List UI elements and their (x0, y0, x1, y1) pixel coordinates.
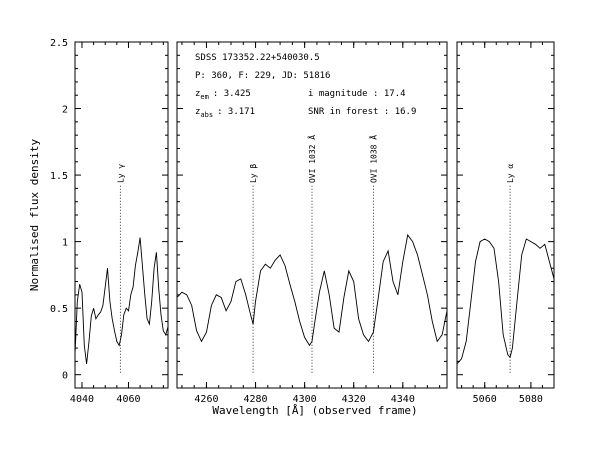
x-tick-label: 4260 (194, 394, 218, 405)
x-tick-label: 4340 (391, 394, 415, 405)
plate-info: P: 360, F: 229, JD: 51816 (195, 71, 330, 81)
y-tick-label: 2 (62, 105, 68, 116)
line-marker-label: OVI 1038 Å (367, 135, 378, 183)
y-tick-label: 1 (62, 238, 68, 249)
y-tick-label: 0.5 (50, 304, 68, 315)
axis-ticks: 0 0.5 1 1.5 2 2.5 4040 4060 4260 4280 4300 4320 4340… (50, 38, 555, 405)
spectrum-line (176, 233, 448, 347)
x-tick-label: 4060 (116, 394, 140, 405)
spectrum-line (456, 238, 555, 365)
x-tick-label: 5060 (473, 394, 497, 405)
redshift-absorption: zabs: 3.171 (195, 107, 255, 119)
snr-forest: SNR in forest : 16.9 (308, 107, 416, 117)
y-axis-title: Normalised flux density (28, 138, 41, 291)
x-axis-title: Wavelength [Å] (observed frame) (212, 404, 417, 417)
spectrum-curves (74, 233, 555, 365)
line-marker-label: Ly α (506, 164, 515, 183)
x-tick-label: 4300 (293, 394, 317, 405)
y-tick-label: 2.5 (50, 38, 68, 49)
x-tick-label: 4320 (342, 394, 366, 405)
x-tick-label: 4040 (70, 394, 94, 405)
line-marker-label: Ly γ (116, 164, 125, 183)
x-tick-label: 5080 (519, 394, 543, 405)
redshift-emission: zem: 3.425 (195, 89, 251, 101)
line-markers: Ly γ Ly β OVI 1032 Å OVI 1038 Å Ly α (116, 135, 515, 375)
y-tick-label: 1.5 (50, 171, 68, 182)
spectrum-line (74, 237, 169, 365)
y-tick-label: 0 (62, 371, 68, 382)
object-name: SDSS 173352.22+540030.5 (195, 53, 320, 63)
line-marker-label: Ly β (249, 164, 258, 183)
x-tick-label: 4280 (243, 394, 267, 405)
line-marker-label: OVI 1032 Å (306, 135, 317, 183)
i-magnitude: i magnitude : 17.4 (308, 89, 406, 99)
